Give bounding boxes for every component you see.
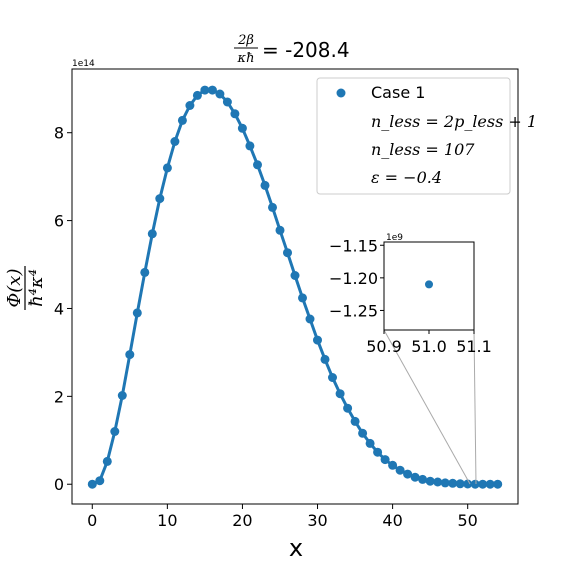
data-point bbox=[155, 194, 165, 204]
x-tick-label: 50 bbox=[458, 511, 478, 530]
inset-y-tick-label: −1.25 bbox=[329, 301, 378, 320]
data-point bbox=[125, 350, 135, 360]
data-point bbox=[260, 180, 270, 190]
x-tick-label: 40 bbox=[382, 511, 402, 530]
data-point bbox=[230, 109, 240, 119]
legend-box bbox=[316, 77, 511, 195]
y-axis-label: Φ(x) ħ⁴κ⁴ bbox=[4, 266, 47, 310]
y-tick-label: 4 bbox=[54, 299, 64, 318]
data-point bbox=[493, 479, 503, 489]
data-point bbox=[95, 476, 105, 486]
inset-contents: 50.9 51.0 51.1 −1.15 −1.20 −1.25 bbox=[329, 236, 492, 356]
y-multiplier-label: 1e14 bbox=[72, 59, 95, 69]
y-tick-label: 0 bbox=[54, 475, 64, 494]
legend-line-3: ε = −0.4 bbox=[371, 168, 442, 187]
data-point bbox=[343, 403, 353, 413]
data-point bbox=[395, 465, 405, 475]
data-point bbox=[418, 474, 428, 484]
data-point bbox=[268, 202, 277, 212]
data-point bbox=[87, 479, 97, 489]
x-axis-label: x bbox=[289, 534, 303, 562]
inset-connector-right bbox=[473, 329, 477, 485]
inset-data-point bbox=[425, 280, 433, 289]
x-tick-label: 0 bbox=[87, 511, 97, 530]
data-point bbox=[463, 479, 473, 489]
y-tick-label: 6 bbox=[54, 212, 64, 231]
data-point bbox=[328, 373, 337, 382]
inset-x-tick-label: 50.9 bbox=[366, 337, 402, 356]
data-point bbox=[192, 90, 202, 100]
data-point bbox=[132, 308, 142, 318]
data-point bbox=[455, 479, 465, 489]
inset-y-tick-label: −1.15 bbox=[329, 236, 378, 255]
data-point bbox=[298, 293, 307, 303]
data-point bbox=[283, 248, 292, 258]
data-point bbox=[237, 123, 247, 133]
data-point bbox=[313, 335, 322, 345]
data-point bbox=[365, 438, 375, 448]
axis-ticks: 0 10 20 30 40 50 0 2 4 6 8 bbox=[54, 124, 478, 530]
legend-marker bbox=[336, 88, 346, 98]
data-point bbox=[410, 472, 420, 482]
data-point bbox=[470, 479, 480, 489]
x-tick-label: 20 bbox=[232, 511, 252, 530]
legend: Case 1 n_less = 2p_less + 1 n_less = 107… bbox=[316, 77, 537, 195]
inset-x-tick-label: 51.0 bbox=[411, 337, 447, 356]
plot-frame bbox=[71, 68, 519, 505]
data-point bbox=[388, 460, 398, 470]
x-tick-label: 30 bbox=[307, 511, 327, 530]
inset-zoom: 1e9 50.9 51.0 51.1 −1.15 −1.20 −1.25 bbox=[329, 233, 492, 485]
data-point bbox=[147, 229, 157, 239]
data-point bbox=[485, 479, 495, 489]
data-point bbox=[177, 115, 187, 125]
ylabel-numerator: Φ(x) bbox=[4, 269, 25, 308]
chart-title: 2β κħ = -208.4 bbox=[234, 33, 350, 66]
data-point bbox=[358, 428, 368, 438]
data-point bbox=[102, 456, 112, 466]
title-value: = -208.4 bbox=[262, 38, 350, 62]
inset-y-tick-label: −1.20 bbox=[329, 269, 378, 288]
data-point bbox=[185, 101, 195, 110]
legend-series-label: Case 1 bbox=[371, 83, 425, 102]
data-point bbox=[380, 455, 390, 465]
data-layer bbox=[87, 85, 503, 489]
data-point bbox=[170, 137, 180, 146]
data-point bbox=[433, 477, 443, 487]
data-point bbox=[207, 85, 217, 95]
y-tick-label: 2 bbox=[54, 387, 64, 406]
data-point bbox=[245, 141, 255, 151]
data-point bbox=[478, 479, 488, 489]
inset-connector-left bbox=[383, 329, 471, 485]
data-point bbox=[253, 160, 262, 170]
data-point bbox=[425, 476, 435, 486]
x-tick-label: 10 bbox=[157, 511, 177, 530]
data-point bbox=[320, 354, 330, 364]
inset-y-multiplier: 1e9 bbox=[386, 233, 403, 243]
data-point bbox=[140, 267, 150, 277]
legend-line-2: n_less = 107 bbox=[371, 140, 475, 159]
data-point bbox=[290, 271, 300, 280]
data-point bbox=[440, 478, 450, 488]
title-numerator: 2β bbox=[237, 33, 254, 48]
legend-line-1: n_less = 2p_less + 1 bbox=[371, 112, 537, 131]
title-denominator: κħ bbox=[237, 51, 255, 66]
data-point bbox=[305, 314, 315, 324]
data-point bbox=[448, 478, 458, 488]
data-point bbox=[403, 469, 413, 479]
data-point bbox=[335, 389, 345, 399]
data-point bbox=[275, 225, 285, 235]
data-point bbox=[350, 416, 360, 426]
data-point bbox=[373, 447, 383, 457]
data-point bbox=[117, 391, 127, 400]
data-point bbox=[222, 97, 232, 107]
data-point bbox=[110, 427, 120, 436]
ylabel-denominator: ħ⁴κ⁴ bbox=[26, 269, 47, 307]
y-tick-label: 8 bbox=[54, 124, 64, 143]
data-point bbox=[215, 89, 225, 99]
data-point bbox=[162, 163, 172, 173]
inset-x-tick-label: 51.1 bbox=[456, 337, 492, 356]
data-point bbox=[200, 85, 210, 95]
